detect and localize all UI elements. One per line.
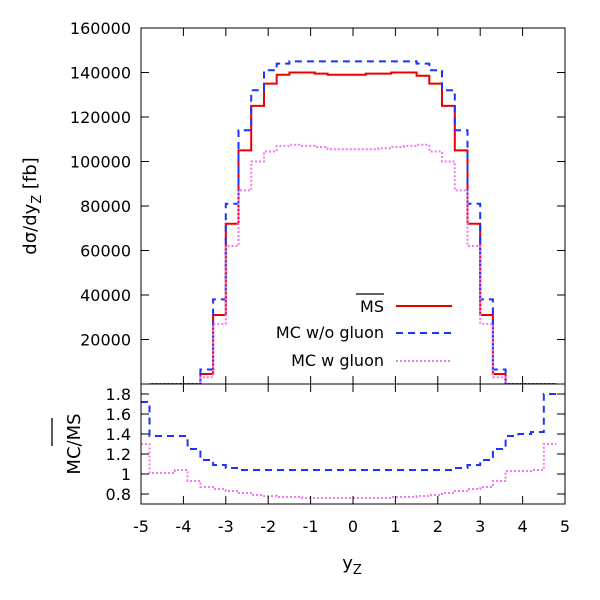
- bottom-xtick-label: 4: [518, 517, 528, 536]
- top-ylabel: dσ/dyZ [fb]: [20, 157, 45, 254]
- top-ytick-label: 140000: [70, 64, 131, 83]
- top-panel: 20000 40000 60000 80000 100000 120000 140000 16…: [70, 19, 566, 385]
- top-series-group: [149, 60, 557, 384]
- bottom-series-mc-w-o-gluon-ms: [141, 393, 557, 471]
- bottom-panel: 0.811.21.41.61.8-5 -4 -3 -2 -1 0 1 2 3 4 5: [106, 383, 570, 536]
- bottom-ytick-label: 1: [121, 465, 131, 484]
- bottom-xtick-label: -2: [260, 517, 276, 536]
- bottom-series-mc-w-gluon-ms: [141, 443, 557, 499]
- top-ytick-label: 40000: [80, 286, 131, 305]
- legend-label-mc-wo-gluon: MC w/o gluon: [276, 323, 384, 342]
- legend: MS MC w/o gluon MC w gluon: [276, 293, 452, 370]
- bottom-xtick-label: 1: [390, 517, 400, 536]
- bottom-xtick-label: 5: [560, 517, 570, 536]
- bottom-xtick-label: 2: [433, 517, 443, 536]
- bottom-xtick-label: -4: [175, 517, 191, 536]
- top-ytick-label: 80000: [80, 197, 131, 216]
- bottom-ytick-label: 1.6: [106, 405, 131, 424]
- bottom-ylabel: MC/MS: [64, 413, 85, 474]
- bottom-series-group: [141, 393, 557, 499]
- bottom-xtick-label: -3: [218, 517, 234, 536]
- top-ytick-label: 120000: [70, 108, 131, 127]
- legend-label-mc-w-gluon: MC w gluon: [291, 351, 384, 370]
- top-ytick-label: 60000: [80, 242, 131, 261]
- top-ytick-label: 20000: [80, 331, 131, 350]
- bottom-xtick-label: -5: [133, 517, 149, 536]
- bottom-ytick-label: 0.8: [106, 485, 131, 504]
- bottom-xtick-label: -1: [303, 517, 319, 536]
- legend-label-ms: MS: [360, 297, 384, 316]
- bottom-xtick-label: 3: [475, 517, 485, 536]
- bottom-xtick-label: 0: [348, 517, 358, 536]
- bottom-ytick-label: 1.8: [106, 385, 131, 404]
- top-series-mc-w-gluon: [149, 143, 557, 384]
- bottom-ytick-label: 1.2: [106, 445, 131, 464]
- bottom-xlabel: yZ: [342, 553, 362, 578]
- top-ytick-label: 160000: [70, 19, 131, 38]
- bottom-ytick-label: 1.4: [106, 425, 131, 444]
- top-ytick-label: 100000: [70, 153, 131, 172]
